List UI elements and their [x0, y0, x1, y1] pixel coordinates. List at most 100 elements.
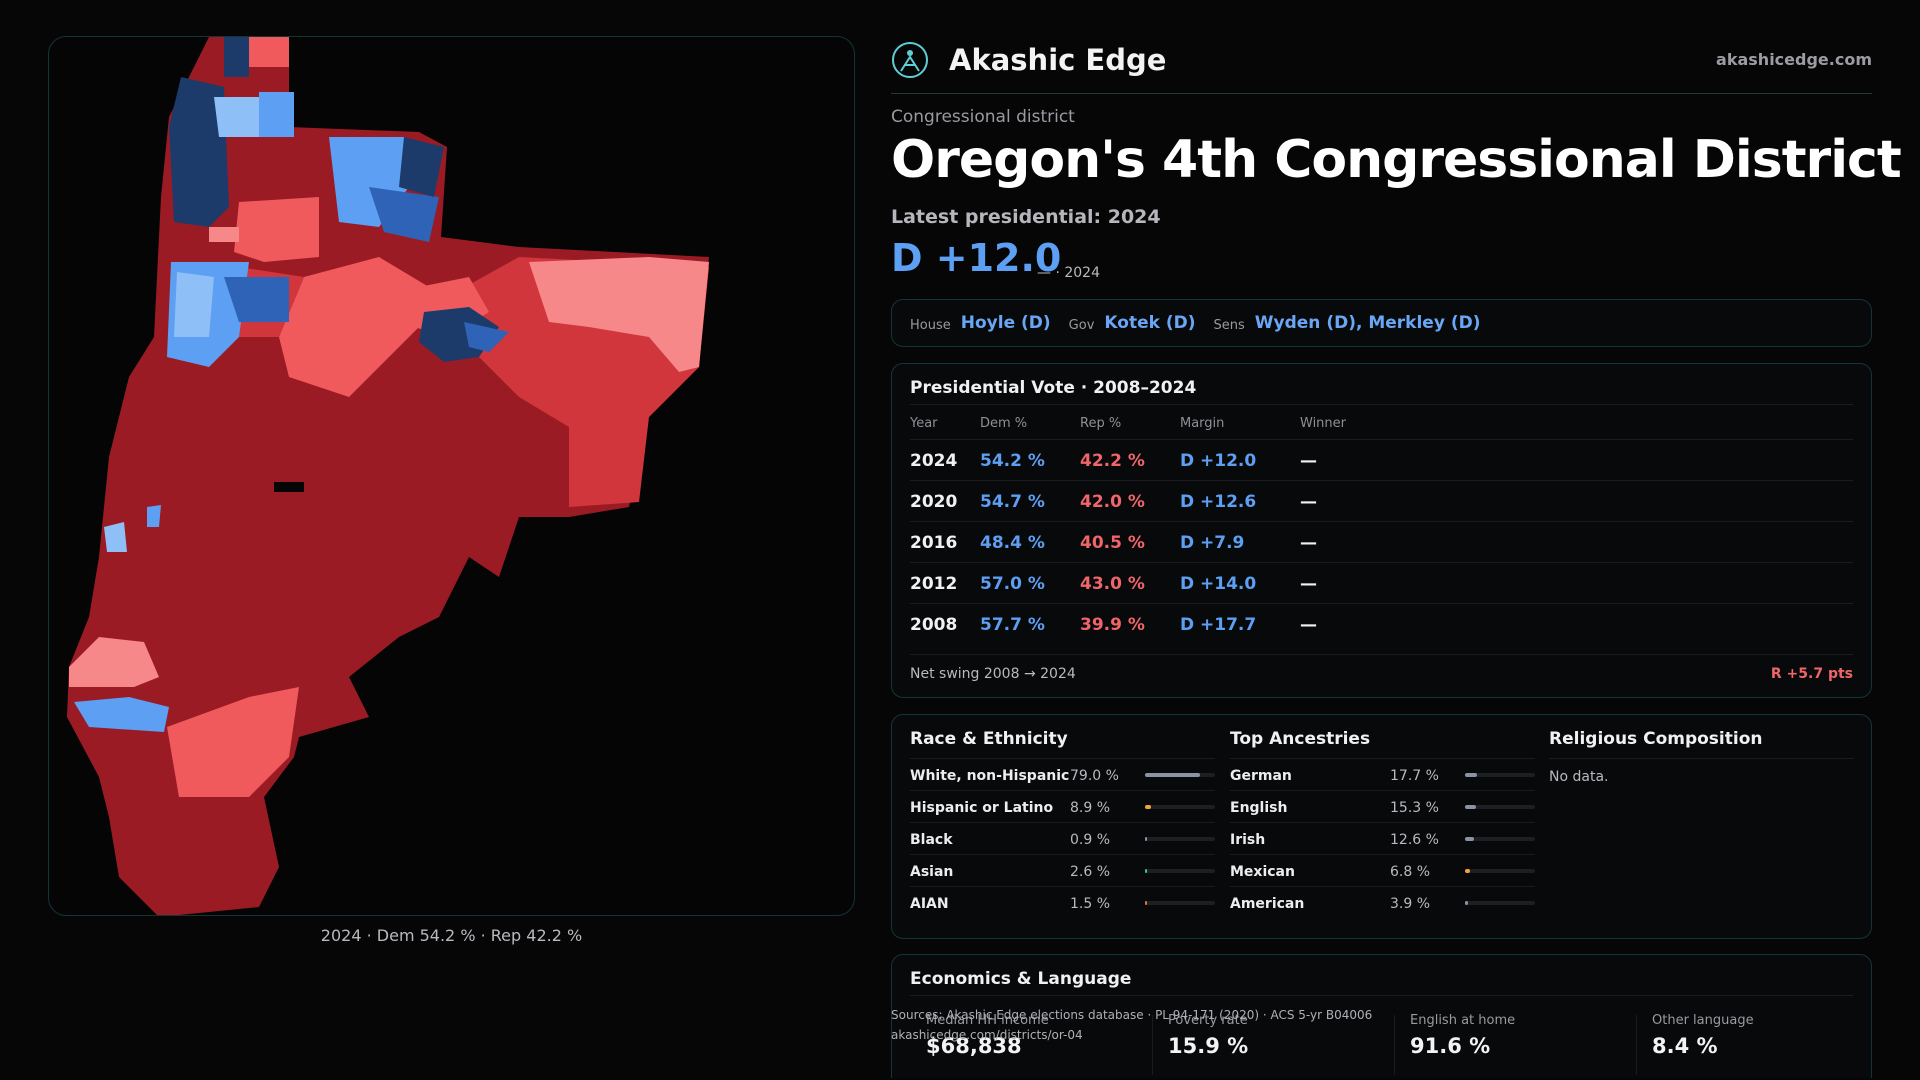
margin-cell: D +17.7 [1180, 615, 1257, 635]
rep-cell: 42.0 % [1080, 492, 1145, 512]
religion-title: Religious Composition [1549, 729, 1854, 759]
region-northeast-dem-3 [399, 137, 444, 197]
race-ethnicity-section: Race & Ethnicity White, non-Hispanic 79.0… [910, 729, 1215, 919]
rep-cell: 39.9 % [1080, 615, 1145, 635]
latest-margin-sub: — · 2024 [1037, 265, 1100, 281]
dem-cell: 54.2 % [980, 451, 1045, 471]
precinct-map-svg[interactable] [49, 37, 855, 916]
representatives-bar: House Hoyle (D) Gov Kotek (D) Sens Wyden… [891, 299, 1872, 347]
row-percent: 6.8 % [1390, 864, 1431, 880]
row-percent: 2.6 % [1070, 864, 1111, 880]
brand-name[interactable]: Akashic Edge [949, 42, 1167, 77]
row-bar-track [1145, 773, 1215, 777]
demographics-card: Race & Ethnicity White, non-Hispanic 79.0… [891, 714, 1872, 939]
economics-title: Economics & Language [910, 969, 1132, 989]
brand-url-link[interactable]: akashicedge.com [1716, 50, 1872, 69]
year-cell: 2008 [910, 615, 958, 635]
header-winner: Winner [1300, 416, 1347, 431]
row-bar-track [1145, 837, 1215, 841]
row-label: Black [910, 832, 953, 848]
religion-empty: No data. [1549, 769, 1609, 785]
winner-cell: — [1300, 533, 1317, 553]
stat-label: Poverty rate [1168, 1013, 1248, 1028]
row-percent: 79.0 % [1070, 768, 1119, 784]
region-north-dem-4 [224, 37, 249, 77]
row-label: American [1230, 896, 1305, 912]
sens-label: Sens [1213, 317, 1245, 333]
akashic-edge-logo-icon[interactable] [891, 41, 929, 79]
demographic-row: American 3.9 % [1230, 887, 1535, 919]
row-bar-track [1465, 901, 1535, 905]
demographic-row: White, non-Hispanic 79.0 % [910, 759, 1215, 791]
row-bar-fill [1465, 837, 1474, 841]
margin-cell: D +14.0 [1180, 574, 1257, 594]
demographic-row: Irish 12.6 % [1230, 823, 1535, 855]
header-rep: Rep % [1080, 416, 1122, 431]
year-cell: 2020 [910, 492, 958, 512]
stat-other-language: Other language 8.4 % [1652, 1013, 1872, 1073]
divider [910, 654, 1853, 655]
row-label: AIAN [910, 896, 949, 912]
region-northeast-dem-2 [369, 187, 439, 242]
row-bar-fill [1465, 901, 1468, 905]
senators-link[interactable]: Wyden (D), Merkley (D) [1254, 313, 1481, 333]
region-south-coast-dem [74, 697, 169, 732]
region-north-dem-1 [169, 77, 229, 227]
net-swing-value: R +5.7 pts [1770, 666, 1853, 682]
religion-section: Religious Composition No data. [1549, 729, 1854, 785]
row-label: White, non-Hispanic [910, 768, 1070, 784]
row-percent: 8.9 % [1070, 800, 1111, 816]
demographic-row: English 15.3 % [1230, 791, 1535, 823]
divider [910, 404, 1853, 405]
demographic-row: German 17.7 % [1230, 759, 1535, 791]
latest-margin: D +12.0 [891, 236, 1062, 280]
stat-label: English at home [1410, 1013, 1516, 1028]
row-bar-fill [1145, 805, 1152, 809]
region-north-rep-top [249, 37, 289, 67]
row-percent: 17.7 % [1390, 768, 1439, 784]
winner-cell: — [1300, 492, 1317, 512]
header-dem: Dem % [980, 416, 1028, 431]
row-percent: 12.6 % [1390, 832, 1439, 848]
table-row: 2024 54.2 % 42.2 % D +12.0 — [910, 439, 1853, 480]
stat-label: Other language [1652, 1013, 1754, 1028]
governor-link[interactable]: Kotek (D) [1104, 313, 1196, 333]
stat-english-home: English at home 91.6 % [1410, 1013, 1630, 1073]
winner-cell: — [1300, 451, 1317, 471]
stat-label: Median HH income [926, 1013, 1049, 1028]
dem-cell: 57.0 % [980, 574, 1045, 594]
year-cell: 2016 [910, 533, 958, 553]
district-url-link[interactable]: akashicedge.com/districts/or-04 [891, 1028, 1083, 1042]
house-rep-link[interactable]: Hoyle (D) [960, 313, 1051, 333]
race-ethnicity-title: Race & Ethnicity [910, 729, 1215, 759]
demographic-row: Hispanic or Latino 8.9 % [910, 791, 1215, 823]
stat-median-income: Median HH income $68,838 [926, 1013, 1146, 1073]
presidential-vote-title: Presidential Vote · 2008–2024 [910, 378, 1197, 398]
row-percent: 1.5 % [1070, 896, 1111, 912]
region-north-tilt [209, 227, 239, 242]
row-bar-fill [1145, 901, 1147, 905]
table-row: 2016 48.4 % 40.5 % D +7.9 — [910, 521, 1853, 562]
row-label: Mexican [1230, 864, 1295, 880]
margin-cell: D +12.6 [1180, 492, 1257, 512]
region-north-dem-3 [259, 92, 294, 137]
margin-cell: D +12.0 [1180, 451, 1257, 471]
rep-cell: 42.2 % [1080, 451, 1145, 471]
demographic-row: Black 0.9 % [910, 823, 1215, 855]
row-bar-track [1465, 805, 1535, 809]
sources-footer: Sources: Akashic Edge elections database… [891, 1005, 1372, 1045]
divider [1636, 1015, 1637, 1075]
stat-value: $68,838 [926, 1034, 1022, 1058]
ancestry-list: German 17.7 % English 15.3 % Irish 12.6 % Mexi… [1230, 759, 1535, 919]
row-bar-track [1465, 773, 1535, 777]
district-map[interactable] [48, 36, 855, 916]
table-row: 2008 57.7 % 39.9 % D +17.7 — [910, 603, 1853, 644]
region-coast-tilt [69, 637, 159, 687]
region-east-tilt [529, 257, 709, 372]
row-bar-track [1465, 869, 1535, 873]
row-percent: 15.3 % [1390, 800, 1439, 816]
row-bar-fill [1145, 837, 1147, 841]
region-southeast-lean [167, 687, 299, 797]
dem-cell: 57.7 % [980, 615, 1045, 635]
table-row: 2020 54.7 % 42.0 % D +12.6 — [910, 480, 1853, 521]
